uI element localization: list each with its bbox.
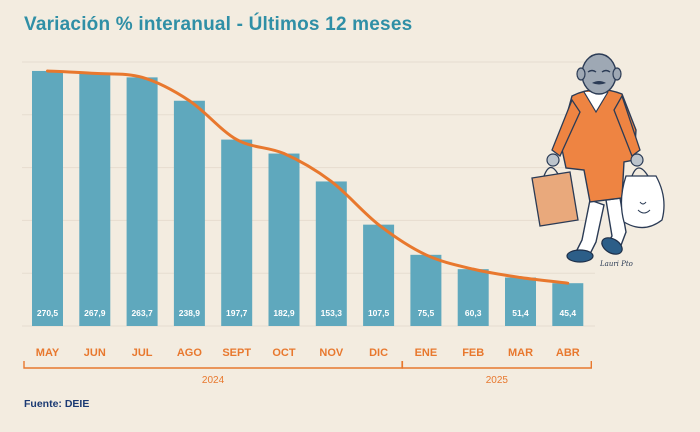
bar	[221, 139, 253, 326]
category-labels: MAY JUN JUL AGO SEPT OCT NOV DIC ENE FEB MAR ABR	[36, 347, 580, 359]
value-label: 45,4	[560, 308, 577, 318]
category-label: NOV	[319, 347, 344, 359]
year-label: 2024	[202, 375, 225, 386]
value-label: 263,7	[131, 308, 153, 318]
elderly-man-with-shopping-bags-illustration: Lauri Pto	[531, 53, 665, 268]
value-label: 182,9	[273, 308, 295, 318]
bar	[268, 153, 300, 326]
category-label: MAR	[508, 347, 533, 359]
value-labels: 270,5 267,9 263,7 238,9 197,7 182,9 153,3 107,5…	[37, 308, 576, 318]
bar	[126, 77, 158, 327]
year-group: 2025	[401, 361, 592, 386]
chart-title: Variación % interanual - Últimos 12 mese…	[24, 14, 413, 35]
year-groups: 2024 2025	[23, 361, 592, 386]
category-label: MAY	[36, 347, 60, 359]
year-bracket	[401, 361, 592, 369]
category-label: DIC	[369, 347, 388, 359]
bar	[457, 269, 489, 326]
category-label: JUL	[132, 347, 153, 359]
bar	[505, 277, 536, 326]
bar	[410, 254, 442, 326]
bar	[32, 70, 63, 326]
value-label: 60,3	[465, 308, 482, 318]
category-label: SEPT	[222, 347, 251, 359]
source-note: Fuente: DEIE	[24, 398, 90, 410]
value-label: 153,3	[321, 308, 343, 318]
category-label: FEB	[462, 347, 484, 359]
category-label: AGO	[177, 347, 203, 359]
year-label: 2025	[486, 375, 509, 386]
value-label: 51,4	[512, 308, 529, 318]
trend-line	[46, 69, 570, 285]
bar	[552, 283, 584, 326]
value-label: 238,9	[179, 308, 201, 318]
bar	[79, 73, 111, 326]
category-label: OCT	[272, 347, 296, 359]
bar	[173, 100, 205, 326]
bar	[315, 181, 347, 326]
value-label: 267,9	[84, 308, 106, 318]
value-label: 197,7	[226, 308, 248, 318]
trend-line-group	[46, 69, 570, 285]
year-group: 2024	[23, 361, 403, 386]
year-bracket	[23, 361, 403, 369]
category-label: ENE	[415, 347, 438, 359]
category-label: JUN	[84, 347, 106, 359]
value-label: 75,5	[418, 308, 435, 318]
bar	[363, 224, 395, 326]
category-label: ABR	[556, 347, 580, 359]
value-label: 107,5	[368, 308, 390, 318]
value-label: 270,5	[37, 308, 59, 318]
svg-text:Lauri Pto: Lauri Pto	[599, 260, 633, 268]
bars	[32, 70, 584, 327]
